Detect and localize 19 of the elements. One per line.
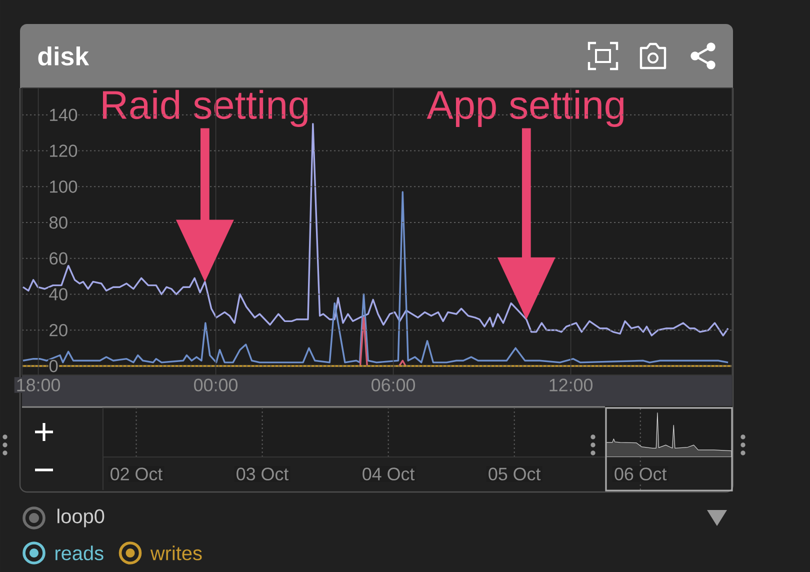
annotation: App setting: [426, 90, 624, 127]
y-tick-label: 120: [50, 144, 78, 157]
y-tick-label: 20: [50, 324, 68, 336]
y-tick-label: 80: [49, 216, 68, 229]
y-tick-label: 60: [50, 252, 68, 265]
y-tick-label: 40: [49, 288, 68, 300]
annotation: Raid setting: [102, 90, 308, 127]
x-tick-label: 06 Oct: [614, 468, 667, 480]
legend-title: loop0: [58, 508, 104, 528]
legend-label: writes: [150, 546, 202, 560]
x-tick-label: 03 Oct: [236, 468, 289, 480]
y-tick-label: 100: [50, 180, 78, 193]
x-tick-label: 04 Oct: [362, 468, 415, 480]
y-tick-label: 140: [50, 108, 78, 122]
chart-title: disk: [38, 46, 90, 66]
x-tick-label: 02 Oct: [110, 468, 163, 480]
legend-label: reads: [56, 546, 104, 560]
y-tick-label: 0: [49, 360, 58, 372]
x-tick-label: 05 Oct: [488, 468, 541, 480]
